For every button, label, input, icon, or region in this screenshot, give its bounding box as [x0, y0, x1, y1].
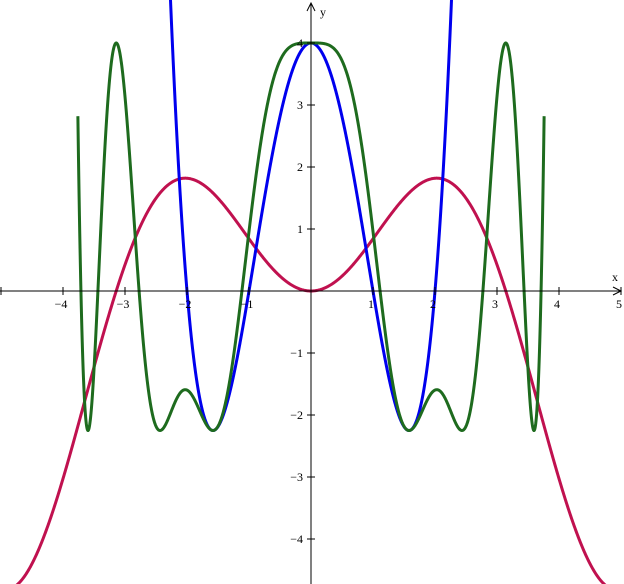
y-tick-label: −3: [290, 470, 303, 484]
y-axis-label: y: [320, 5, 326, 19]
y-tick-label: −1: [290, 346, 303, 360]
x-tick-label: 3: [492, 297, 498, 311]
x-tick-label: 2: [430, 297, 436, 311]
x-tick-label: −3: [117, 297, 130, 311]
x-tick-label: 5: [616, 297, 622, 311]
y-tick-label: 2: [297, 160, 303, 174]
x-tick-label: 1: [368, 297, 374, 311]
x-tick-label: −4: [55, 297, 68, 311]
y-tick-label: 3: [297, 98, 303, 112]
y-tick-label: −2: [290, 408, 303, 422]
x-tick-label: −1: [241, 297, 254, 311]
y-tick-label: 4: [297, 36, 303, 50]
y-tick-label: −4: [290, 532, 303, 546]
x-tick-label: 4: [554, 297, 560, 311]
x-axis-label: x: [612, 270, 618, 284]
y-tick-label: 1: [297, 222, 303, 236]
x-tick-label: −2: [179, 297, 192, 311]
y-axis-arrow: [306, 1, 316, 12]
